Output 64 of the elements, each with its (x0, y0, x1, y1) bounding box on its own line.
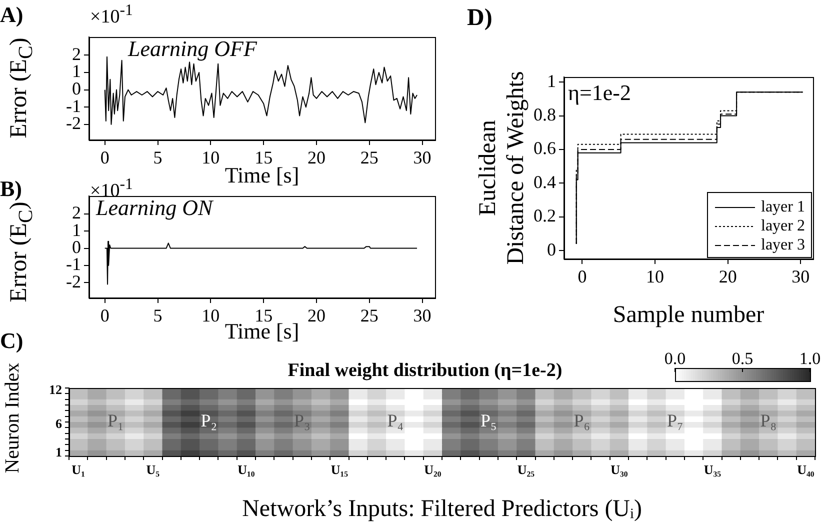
annotation: P₇ (666, 410, 684, 431)
legend-label: layer 1 (761, 198, 805, 216)
y-tick-label: 2 (72, 44, 81, 64)
y-tick-label: 0.4 (534, 172, 556, 192)
y-tick-label: 0.2 (534, 206, 556, 226)
annotation: P₅ (480, 410, 497, 431)
color-bar-label: 1.0 (799, 349, 821, 368)
y-tick-label: 1 (56, 444, 62, 460)
x-tick-label: 20 (307, 148, 326, 168)
x-axis-title: Sample number (612, 302, 764, 328)
x-tick-label: 5 (153, 306, 162, 326)
y-tick-label: 1 (72, 61, 81, 82)
annotation: Learning ON (96, 195, 213, 221)
x-tick-label: 20 (718, 266, 737, 287)
x-tick-label: U₅ (146, 462, 160, 478)
x-tick-label: 25 (360, 306, 378, 326)
x-tick-label: 10 (646, 266, 664, 287)
annotation: P₂ (200, 410, 218, 431)
x-tick-label: 25 (360, 148, 378, 168)
annotation: P₄ (387, 410, 404, 431)
y-tick-label: 12 (49, 382, 62, 398)
legend-label: layer 3 (761, 236, 805, 254)
chart-title: Final weight distribution (η=1e-2) (288, 360, 562, 381)
x-tick-label: 30 (792, 266, 810, 287)
text: C) (0, 328, 24, 354)
y-tick-label: 1 (547, 70, 556, 91)
x-tick-label: U₂₅ (517, 462, 535, 478)
color-bar-label: 0.5 (732, 349, 754, 368)
chart-title: A) (0, 2, 24, 28)
legend-label: layer 2 (761, 218, 805, 235)
x-axis-title: Network’s Inputs: Filtered Predictors (Uᵢ) (242, 496, 642, 522)
annotation: P₈ (760, 410, 777, 431)
x-tick-label: U₁₅ (330, 462, 348, 478)
y-tick-label: 0 (547, 239, 556, 260)
x-tick-label: 10 (202, 148, 220, 168)
x-tick-label: 0 (578, 266, 587, 287)
y-tick-label: 0.8 (534, 104, 556, 124)
x-tick-label: U₃₅ (704, 462, 722, 478)
x-tick-label: 5 (153, 148, 162, 168)
annotation: P₆ (574, 410, 590, 431)
chart-title: B) (0, 176, 22, 202)
y-tick-label: 6 (56, 416, 62, 432)
y-tick-label: -2 (66, 113, 81, 134)
x-tick-label: 0 (100, 148, 110, 168)
chart-title: D) (467, 5, 492, 32)
x-tick-label: U₁ (72, 462, 86, 478)
x-tick-label: 30 (413, 306, 432, 326)
y-tick-label: 0.6 (534, 138, 556, 158)
x-tick-label: 20 (307, 306, 326, 326)
annotation: η=1e-2 (568, 80, 632, 106)
y-axis-title: Euclidean Distance of Weights (474, 71, 530, 265)
x-tick-label: U₃₀ (610, 462, 628, 478)
x-tick-label: 30 (413, 148, 432, 168)
text: ×10$^{-1}$ (90, 2, 133, 28)
x-tick-label: U₄₀ (797, 462, 814, 478)
annotation: Learning OFF (128, 36, 257, 62)
x-tick-label: U₁₀ (238, 462, 255, 478)
annotation: P₃ (294, 410, 310, 431)
x-tick-label: 10 (202, 306, 220, 326)
color-bar-label: 0.0 (664, 349, 686, 368)
y-axis-title: Neuron Index (2, 362, 24, 474)
x-tick-label: U₂₀ (424, 462, 442, 478)
annotation: P₁ (107, 410, 124, 431)
x-tick-label: 0 (100, 306, 110, 326)
